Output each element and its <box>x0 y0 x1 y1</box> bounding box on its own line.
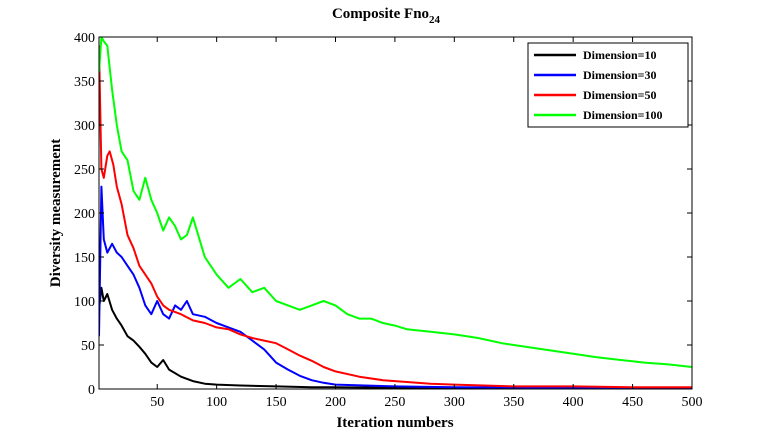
y-tick-label: 250 <box>74 163 95 178</box>
chart-title: Composite Fno24 <box>332 6 441 26</box>
y-axis: 0 50 100 150 200 250 300 350 400 <box>74 31 692 398</box>
legend-label-2: Dimension=30 <box>583 68 657 82</box>
x-tick-label: 150 <box>266 395 287 410</box>
series-line-2 <box>99 185 692 389</box>
legend-label-4: Dimension=100 <box>583 108 663 122</box>
series-line-3 <box>99 45 692 389</box>
y-tick-label: 0 <box>88 383 95 398</box>
series-line-4 <box>99 37 692 368</box>
x-tick-label: 400 <box>563 395 584 410</box>
x-tick-label: 200 <box>325 395 346 410</box>
y-tick-label: 350 <box>74 75 95 90</box>
x-tick-label: 500 <box>682 395 703 410</box>
legend-label-3: Dimension=50 <box>583 88 657 102</box>
y-tick-label: 150 <box>74 251 95 266</box>
chart-title-subscript: 24 <box>429 14 441 26</box>
legend-label-1: Dimension=10 <box>583 48 657 62</box>
legend: Dimension=10 Dimension=30 Dimension=50 Dime… <box>527 42 689 128</box>
x-axis: 50 100 150 200 250 300 350 400 450 500 <box>150 37 703 410</box>
x-tick-label: 300 <box>444 395 465 410</box>
y-tick-label: 100 <box>74 295 95 310</box>
legend-box <box>527 42 689 128</box>
y-tick-label: 200 <box>74 207 95 222</box>
series-line-1 <box>99 286 692 389</box>
y-tick-label: 300 <box>74 119 95 134</box>
x-tick-label: 250 <box>384 395 405 410</box>
x-tick-label: 350 <box>503 395 524 410</box>
y-tick-label: 400 <box>74 31 95 46</box>
x-axis-label: Iteration numbers <box>336 415 453 431</box>
series-layer <box>99 37 692 389</box>
y-tick-label: 50 <box>81 339 95 354</box>
x-tick-label: 450 <box>622 395 643 410</box>
x-tick-label: 50 <box>150 395 164 410</box>
x-tick-label: 100 <box>206 395 227 410</box>
y-axis-label: Diversity measurement <box>48 139 64 287</box>
